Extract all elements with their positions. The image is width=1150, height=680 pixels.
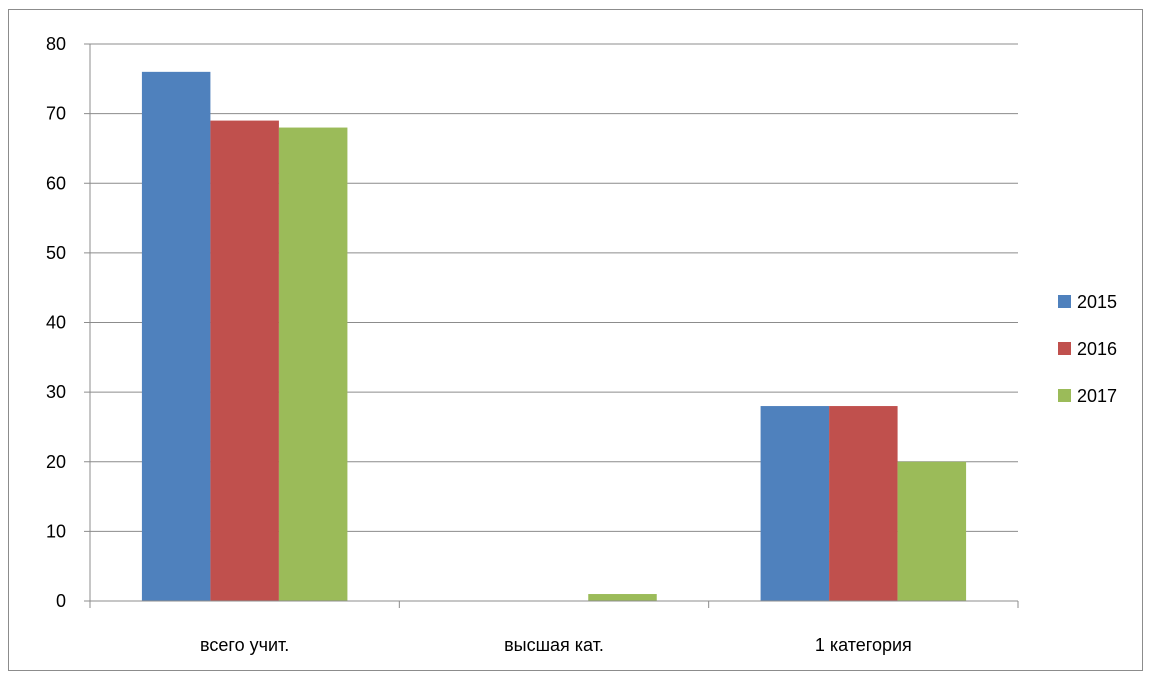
legend-label-2017: 2017 <box>1077 386 1117 406</box>
legend-swatch-2015 <box>1058 295 1071 308</box>
y-tick-label: 40 <box>46 313 66 333</box>
bar-2017-3 <box>897 461 967 601</box>
y-tick-label: 10 <box>46 521 66 541</box>
y-tick-label: 30 <box>46 382 66 402</box>
legend-swatch-2016 <box>1058 342 1071 355</box>
bar-2015-3 <box>760 406 830 601</box>
y-tick-label: 60 <box>46 173 66 193</box>
y-tick-label: 80 <box>46 34 66 54</box>
y-tick-label: 0 <box>56 591 66 611</box>
legend: 2015 2016 2017 <box>1058 292 1117 406</box>
bars <box>141 71 967 602</box>
bar-2016-3 <box>829 406 898 601</box>
y-tick-label: 50 <box>46 243 66 263</box>
x-tick-labels: всего учит. высшая кат. 1 категория <box>89 601 1019 655</box>
legend-label-2016: 2016 <box>1077 339 1117 359</box>
bar-2015-1 <box>141 71 211 602</box>
bar-2017-2 <box>588 594 657 601</box>
x-tick-label: высшая кат. <box>504 635 604 655</box>
bar-2016-1 <box>210 120 279 602</box>
y-tick-label: 70 <box>46 104 66 124</box>
legend-swatch-2017 <box>1058 389 1071 402</box>
legend-label-2015: 2015 <box>1077 292 1117 312</box>
y-tick-labels: 0 10 20 30 40 50 60 70 80 <box>46 34 66 611</box>
x-tick-label: 1 категория <box>815 635 912 655</box>
y-tick-label: 20 <box>46 452 66 472</box>
axes <box>89 44 1018 602</box>
bar-2017-1 <box>278 127 348 602</box>
x-tick-label: всего учит. <box>200 635 289 655</box>
